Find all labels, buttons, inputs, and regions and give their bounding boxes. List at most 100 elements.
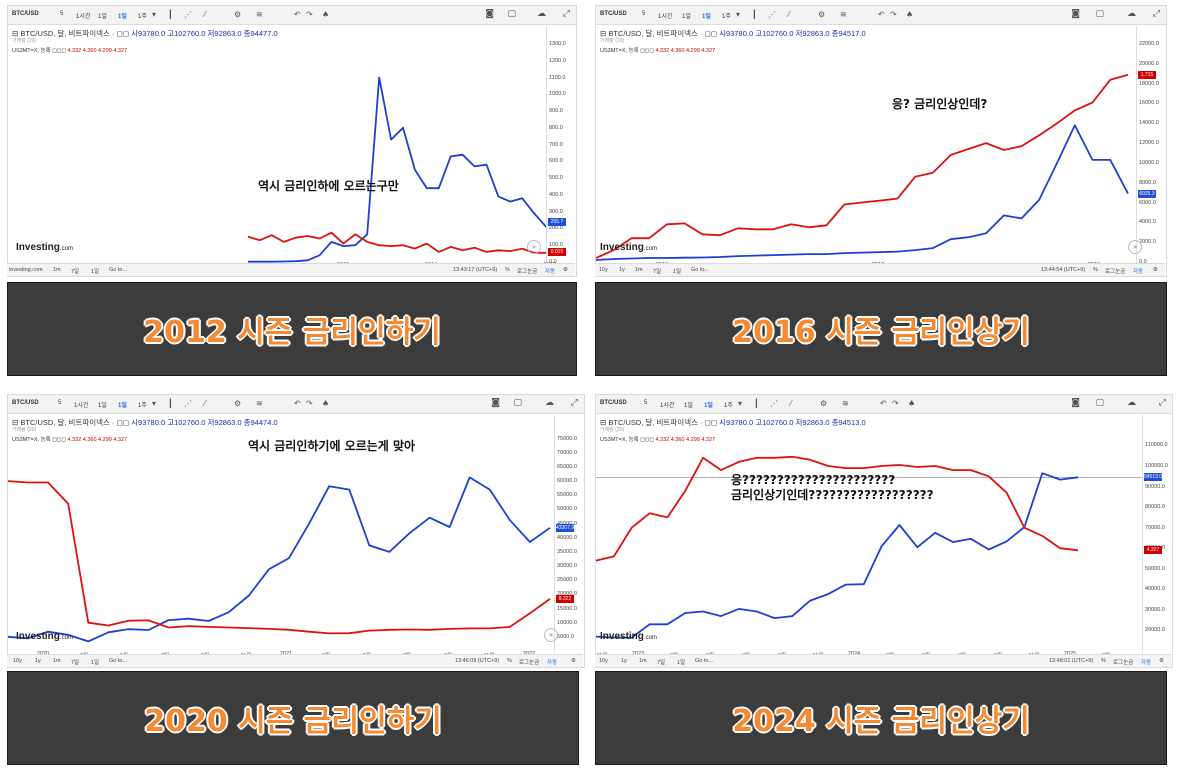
range-7d[interactable]: 7일 — [71, 660, 80, 666]
interval-5min[interactable]: 5 — [642, 11, 646, 17]
interval-1h[interactable]: 1시간 — [74, 403, 89, 409]
range-7d[interactable]: 7일 — [657, 660, 666, 666]
gear-icon[interactable]: ⚙ — [234, 399, 242, 408]
range-1d[interactable]: 1일 — [91, 269, 100, 275]
goto-link[interactable]: Go to... — [691, 267, 710, 273]
interval-1d-active[interactable]: 1일 — [702, 14, 711, 20]
fullscreen-icon[interactable]: ⤢ — [1158, 398, 1166, 408]
interval-5min[interactable]: 5 — [58, 400, 62, 406]
interval-5min[interactable]: 5 — [644, 400, 648, 406]
interval-1d-active[interactable]: 1일 — [704, 403, 713, 409]
range-7d[interactable]: 7일 — [653, 269, 662, 275]
interval-1w[interactable]: 1주 — [724, 403, 733, 409]
alert-icon[interactable]: ♠ — [322, 10, 330, 19]
candle-icon[interactable]: ┃ — [168, 10, 173, 19]
range-1m[interactable]: 1m — [639, 658, 647, 664]
interval-1d[interactable]: 1일 — [682, 14, 691, 20]
symbol-label[interactable]: BTC/USD — [12, 400, 39, 406]
interval-1d[interactable]: 1일 — [684, 403, 693, 409]
candle-icon[interactable]: ┃ — [752, 10, 757, 19]
gear-icon[interactable]: ⚙ — [234, 10, 242, 19]
cloud-icon[interactable]: ☁ — [537, 9, 546, 19]
fullscreen-icon[interactable]: ⤢ — [570, 398, 578, 408]
percent-toggle[interactable]: % — [1101, 658, 1106, 664]
auto-toggle[interactable]: 자동 — [1133, 269, 1144, 275]
redo-icon[interactable]: ↷ — [890, 10, 897, 19]
interval-1d[interactable]: 1일 — [98, 14, 107, 20]
interval-1w[interactable]: 1주 — [722, 14, 731, 20]
gear-icon[interactable]: ⚙ — [818, 10, 826, 19]
fullscreen-icon[interactable]: ⤢ — [562, 9, 570, 19]
percent-toggle[interactable]: % — [1093, 267, 1098, 273]
interval-1w[interactable]: 1주 — [138, 403, 147, 409]
interval-1d-active[interactable]: 1일 — [118, 403, 127, 409]
dropdown-icon[interactable]: ▾ — [736, 10, 741, 19]
scroll-right-button[interactable]: » — [527, 240, 541, 254]
log-toggle[interactable]: 로그눈금 — [517, 269, 538, 275]
interval-1d-active[interactable]: 1일 — [118, 14, 127, 20]
interval-5min[interactable]: 5 — [60, 11, 64, 17]
range-1d[interactable]: 1일 — [91, 660, 100, 666]
cloud-icon[interactable]: ☁ — [1127, 9, 1136, 19]
camera-icon[interactable]: ◙ — [491, 398, 500, 408]
range-1y[interactable]: 1y — [35, 658, 41, 664]
log-toggle[interactable]: 로그눈금 — [1105, 269, 1126, 275]
camera-icon[interactable]: ◙ — [1071, 398, 1080, 408]
alert-icon[interactable]: ♠ — [906, 10, 914, 19]
indicator-icon[interactable]: ⋰ — [184, 399, 192, 408]
goto-link[interactable]: Go to... — [109, 267, 128, 273]
range-1d[interactable]: 1일 — [673, 269, 682, 275]
dropdown-icon[interactable]: ▾ — [152, 10, 157, 19]
range-1m[interactable]: 1m — [635, 267, 643, 273]
symbol-label[interactable]: BTC/USD — [600, 400, 627, 406]
candle-icon[interactable]: ┃ — [168, 399, 173, 408]
line-icon[interactable]: ⁄ — [204, 10, 206, 19]
goto-link[interactable]: Go to... — [109, 658, 128, 664]
interval-1h[interactable]: 1시간 — [76, 14, 91, 20]
range-1y[interactable]: 1y — [619, 267, 625, 273]
dropdown-icon[interactable]: ▾ — [152, 399, 157, 408]
log-toggle[interactable]: 로그눈금 — [519, 660, 540, 666]
gear-icon[interactable]: ⚙ — [820, 399, 828, 408]
dropdown-icon[interactable]: ▾ — [738, 399, 743, 408]
camera-icon[interactable]: ◙ — [1071, 9, 1080, 19]
auto-toggle[interactable]: 자동 — [545, 269, 556, 275]
compare-icon[interactable]: ≋ — [842, 399, 849, 408]
percent-toggle[interactable]: % — [507, 658, 512, 664]
line-icon[interactable]: ⁄ — [790, 399, 792, 408]
footer-gear-icon[interactable]: ⚙ — [571, 658, 576, 664]
layout-icon[interactable]: ▢ — [1095, 9, 1104, 19]
alert-icon[interactable]: ♠ — [322, 399, 330, 408]
alert-icon[interactable]: ♠ — [908, 399, 916, 408]
indicator-icon[interactable]: ⋰ — [768, 10, 776, 19]
indicator-icon[interactable]: ⋰ — [184, 10, 192, 19]
compare-icon[interactable]: ≋ — [256, 399, 263, 408]
indicator-icon[interactable]: ⋰ — [770, 399, 778, 408]
cloud-icon[interactable]: ☁ — [1127, 398, 1136, 408]
undo-icon[interactable]: ↶ — [294, 10, 301, 19]
symbol-label[interactable]: BTC/USD — [12, 11, 39, 17]
interval-1h[interactable]: 1시간 — [660, 403, 675, 409]
log-toggle[interactable]: 로그눈금 — [1113, 660, 1134, 666]
compare-icon[interactable]: ≋ — [840, 10, 847, 19]
range-1m[interactable]: 1m — [53, 658, 61, 664]
redo-icon[interactable]: ↷ — [306, 10, 313, 19]
auto-toggle[interactable]: 자동 — [547, 660, 558, 666]
layout-icon[interactable]: ▢ — [513, 398, 522, 408]
range-1m[interactable]: 1m — [53, 267, 61, 273]
scroll-right-button[interactable]: » — [544, 628, 558, 642]
redo-icon[interactable]: ↷ — [306, 399, 313, 408]
symbol-label[interactable]: BTC/USD — [600, 11, 627, 17]
percent-toggle[interactable]: % — [505, 267, 510, 273]
range-1y[interactable]: 1y — [621, 658, 627, 664]
redo-icon[interactable]: ↷ — [892, 399, 899, 408]
undo-icon[interactable]: ↶ — [878, 10, 885, 19]
goto-link[interactable]: Go to... — [695, 658, 714, 664]
footer-gear-icon[interactable]: ⚙ — [1159, 658, 1164, 664]
auto-toggle[interactable]: 자동 — [1141, 660, 1152, 666]
interval-1w[interactable]: 1주 — [138, 14, 147, 20]
fullscreen-icon[interactable]: ⤢ — [1152, 9, 1160, 19]
undo-icon[interactable]: ↶ — [294, 399, 301, 408]
layout-icon[interactable]: ▢ — [507, 9, 516, 19]
range-7d[interactable]: 7일 — [71, 269, 80, 275]
